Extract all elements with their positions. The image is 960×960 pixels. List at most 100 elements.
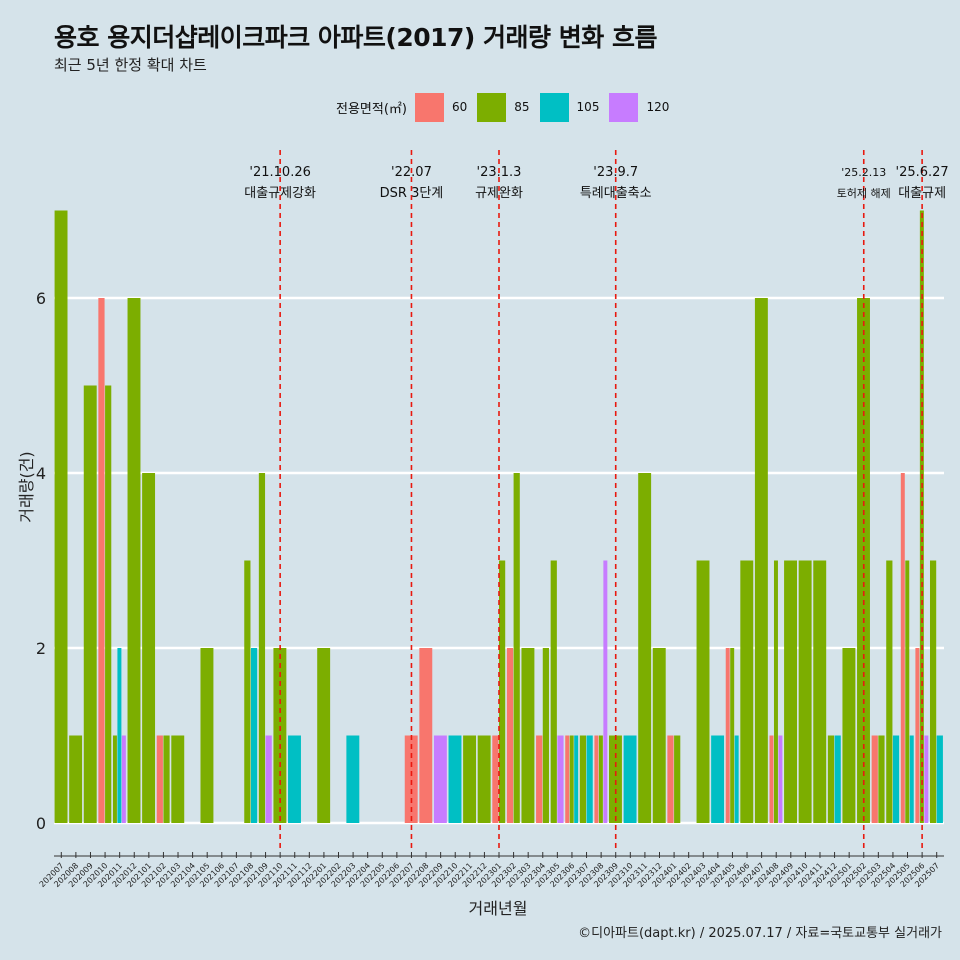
bar-105-202203 (346, 735, 360, 823)
bar-85-202410 (798, 560, 812, 823)
legend-label: 85 (514, 100, 530, 114)
bar-85-202305 (550, 560, 557, 823)
bar-60-202304 (536, 735, 543, 823)
bar-85-202009 (83, 385, 97, 823)
legend-swatch (609, 92, 639, 122)
bar-60-202401 (667, 735, 674, 823)
bar-85-202302 (513, 473, 520, 823)
event-name-label: 특례대출축소 (580, 186, 652, 201)
bar-120-202011 (121, 735, 126, 823)
event-name-label: 규제완화 (475, 186, 523, 201)
y-tick-label: 6 (36, 289, 46, 308)
bar-60-202405 (725, 648, 730, 823)
bar-85-202103 (171, 735, 185, 823)
bar-60-202308 (594, 735, 599, 823)
bar-105-202507 (936, 735, 943, 823)
bar-85-202501 (842, 648, 856, 823)
bar-85-202312 (652, 648, 666, 823)
bar-60-202102 (156, 735, 163, 823)
event-name-label: 토허제 해제 (837, 186, 891, 200)
bar-85-202506 (919, 210, 924, 823)
bar-85-202401 (674, 735, 681, 823)
bar-85-202311 (638, 473, 652, 823)
bar-85-202409 (784, 560, 798, 823)
bar-105-202111 (288, 735, 301, 823)
bar-85-202411 (813, 560, 827, 823)
legend-swatch (477, 92, 507, 122)
bar-85-202408 (773, 560, 778, 823)
bar-85-202405 (730, 648, 735, 823)
legend-swatch (539, 92, 569, 122)
bar-105-202210 (448, 735, 462, 823)
bar-120-202308 (603, 560, 608, 823)
y-tick-label: 4 (36, 464, 46, 483)
bar-85-202307 (579, 735, 587, 823)
legend-item-85: 85 (477, 92, 530, 122)
source-caption: ©디아파트(dapt.kr) / 2025.07.17 / 자료=국토교통부 실… (578, 926, 942, 941)
bar-85-202010 (105, 385, 112, 823)
bar-85-202301 (499, 560, 506, 823)
bar-85-202102 (163, 735, 170, 823)
bar-105-202412 (834, 735, 841, 823)
bar-85-202303 (521, 648, 535, 823)
legend-item-105: 105 (539, 92, 600, 122)
legend: 전용면적(㎡) 60 85 105 120 (336, 92, 679, 122)
legend-label: 60 (451, 100, 468, 114)
bar-60-202302 (506, 648, 514, 823)
bar-85-202406 (740, 560, 754, 823)
chart-subtitle: 최근 5년 한정 확대 차트 (54, 56, 207, 74)
bar-105-202306 (574, 735, 579, 823)
bar-85-202011 (112, 735, 117, 823)
bar-105-202504 (892, 735, 900, 823)
bar-85-202109 (258, 473, 266, 823)
bar-85-202306 (569, 735, 574, 823)
bar-85-202108 (244, 560, 251, 823)
bar-60-202301 (492, 735, 499, 823)
bar-105-202405 (734, 735, 739, 823)
bar-105-202307 (586, 735, 593, 823)
bar-85-202308 (598, 735, 603, 823)
bar-60-202505 (900, 473, 905, 823)
bar-60-202503 (871, 735, 878, 823)
bar-60-202408 (769, 735, 774, 823)
bar-60-202207 (404, 735, 418, 823)
event-name-label: 대출규제 (898, 186, 946, 201)
event-date-label: '25.2.13 (841, 166, 886, 179)
event-date-label: '22.07 (391, 165, 432, 180)
event-name-label: 대출규제강화 (244, 186, 316, 201)
legend-item-120: 120 (609, 92, 669, 122)
bar-105-202310 (623, 735, 637, 823)
y-tick-label: 0 (36, 814, 46, 833)
bar-85-202212 (477, 735, 491, 823)
legend-label: 105 (576, 100, 600, 114)
y-tick-label: 2 (36, 639, 46, 658)
bar-105-202011 (117, 648, 122, 823)
bar-85-202412 (827, 735, 835, 823)
legend-swatch (414, 92, 444, 122)
bar-60-202306 (565, 735, 570, 823)
y-axis-title: 거래량(건) (17, 451, 36, 522)
bar-85-202309 (609, 735, 622, 823)
bar-105-202404 (711, 735, 725, 823)
bar-85-202407 (754, 298, 768, 823)
bar-85-202008 (69, 735, 83, 823)
bar-120-202109 (265, 735, 272, 823)
bar-60-202208 (419, 648, 433, 823)
bar-120-202305 (557, 735, 564, 823)
bar-85-202105 (200, 648, 214, 823)
event-date-label: '23.9.7 (593, 165, 638, 180)
event-name-label: DSR 3단계 (380, 186, 444, 201)
bar-85-202007 (54, 210, 68, 823)
event-date-label: '25.6.27 (896, 165, 949, 180)
bar-60-202506 (915, 648, 920, 823)
chart-title: 용호 용지더샵레이크파크 아파트(2017) 거래량 변화 흐름 (54, 23, 657, 52)
bar-85-202201 (317, 648, 331, 823)
bar-85-202012 (127, 298, 141, 823)
bar-120-202209 (433, 735, 447, 823)
bar-85-202502 (857, 298, 870, 823)
bar-85-202403 (696, 560, 710, 823)
bar-85-202507 (929, 560, 937, 823)
bar-120-202408 (778, 735, 783, 823)
legend-item-60: 60 (414, 92, 468, 122)
